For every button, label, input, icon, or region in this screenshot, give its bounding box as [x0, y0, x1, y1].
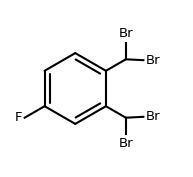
Text: Br: Br — [146, 54, 161, 67]
Text: Br: Br — [119, 27, 133, 41]
Text: Br: Br — [119, 137, 133, 150]
Text: Br: Br — [146, 110, 161, 123]
Text: F: F — [15, 111, 23, 124]
